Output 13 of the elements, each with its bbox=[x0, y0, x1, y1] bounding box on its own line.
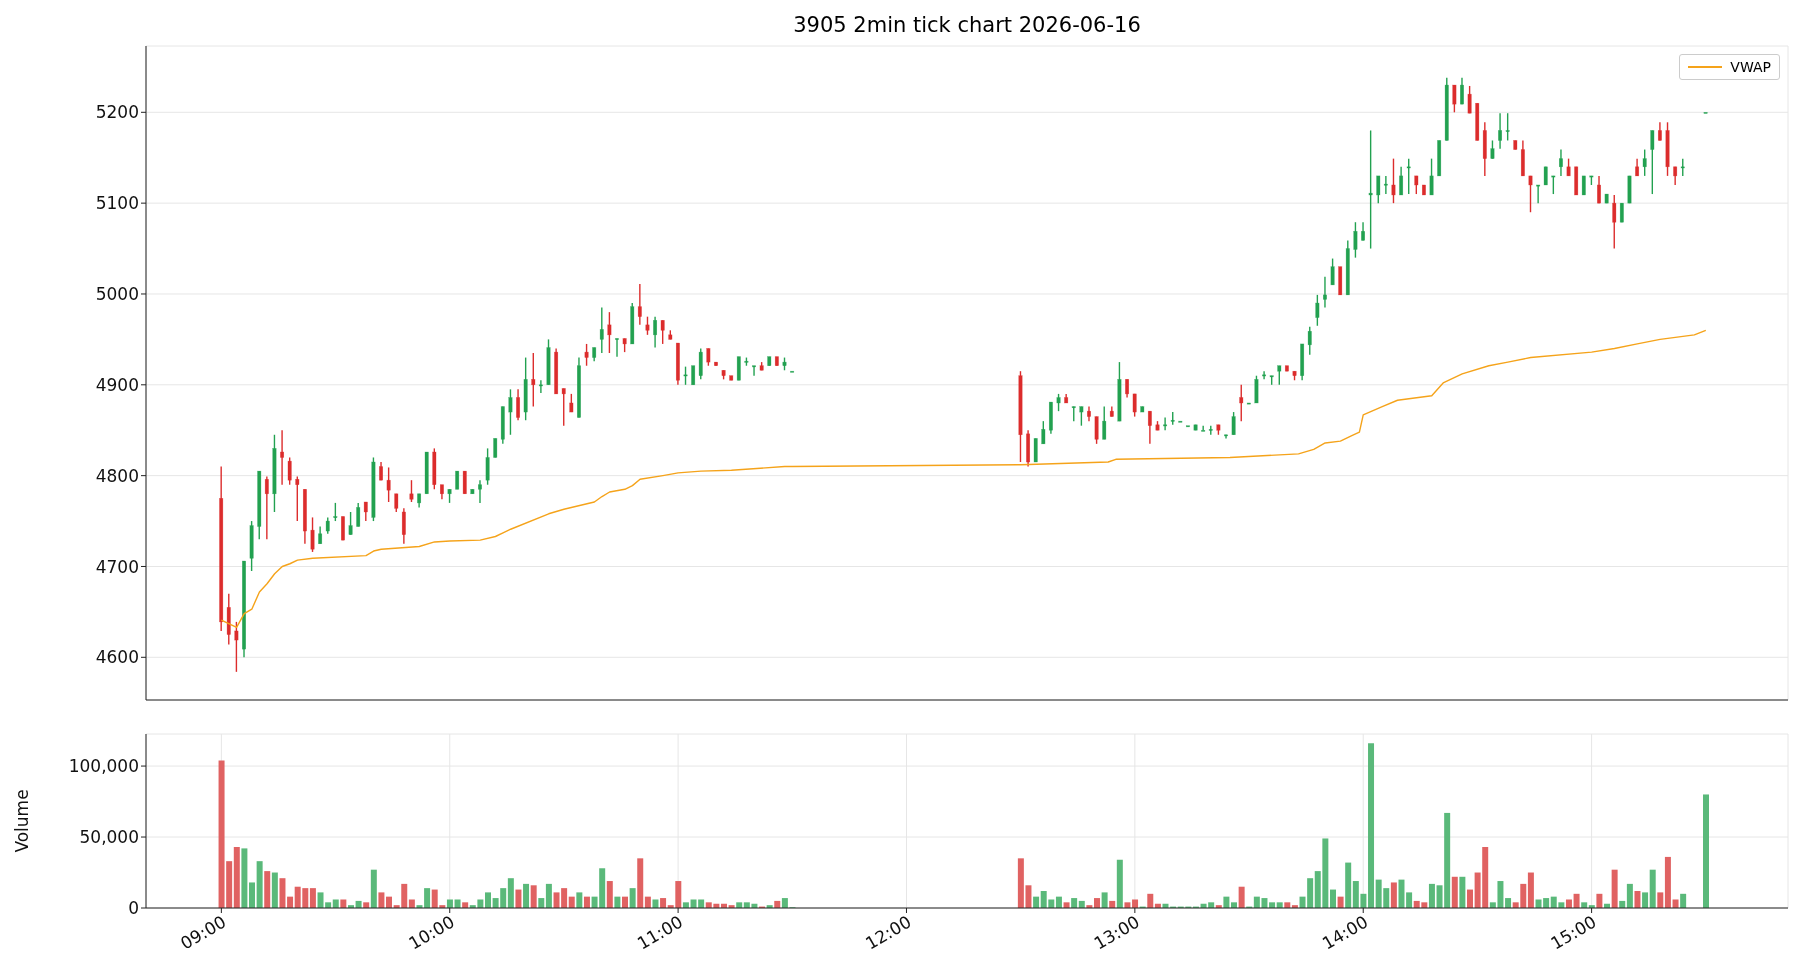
chart-title: 3905 2min tick chart 2026-06-16 bbox=[792, 12, 1142, 39]
y-tick-label: 100,000 bbox=[68, 756, 139, 777]
y-tick-label: 4900 bbox=[95, 374, 139, 395]
y-tick-label: 4600 bbox=[95, 647, 139, 668]
y-axis-title: Volume bbox=[12, 789, 33, 853]
y-tick-label: 4800 bbox=[95, 465, 139, 486]
y-tick-label: 0 bbox=[128, 898, 139, 919]
y-tick-label: 5100 bbox=[95, 193, 139, 214]
y-tick-label: 5200 bbox=[95, 102, 139, 123]
y-tick-label: 50,000 bbox=[79, 827, 139, 848]
y-tick-label: 4700 bbox=[95, 556, 139, 577]
legend-label: VWAP bbox=[1730, 59, 1771, 75]
y-tick-label: 5000 bbox=[95, 284, 139, 305]
